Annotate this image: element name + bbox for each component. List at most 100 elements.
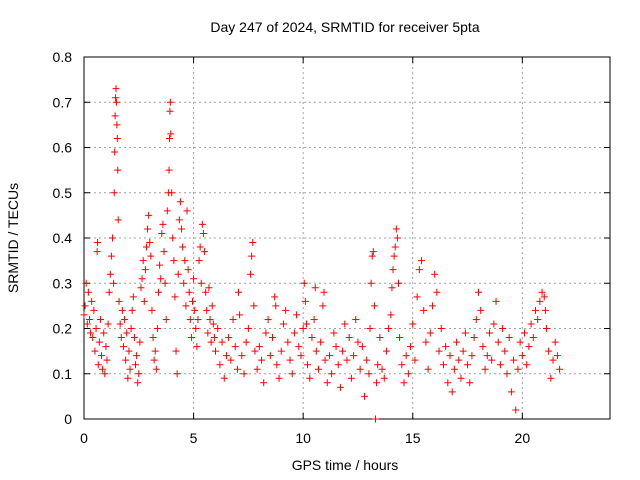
data-point [184, 266, 192, 274]
data-point [304, 361, 312, 369]
data-point [121, 315, 129, 323]
data-point [85, 315, 93, 323]
data-point [181, 257, 189, 265]
data-point [144, 225, 152, 233]
data-point [113, 121, 121, 129]
data-point [290, 329, 298, 337]
data-point [203, 306, 211, 314]
data-point [400, 379, 408, 387]
data-point [176, 198, 184, 206]
data-point [501, 347, 509, 355]
x-tick-label: 0 [80, 430, 88, 446]
data-point [431, 270, 439, 278]
x-tick-label: 10 [295, 430, 311, 446]
data-point [481, 365, 489, 373]
data-point [235, 288, 243, 296]
data-point [284, 338, 292, 346]
data-point [137, 284, 145, 292]
data-point [198, 220, 206, 228]
data-point [165, 166, 173, 174]
data-point [321, 356, 329, 364]
data-point [119, 343, 127, 351]
data-point [122, 356, 130, 364]
y-tick-label: 0.1 [53, 366, 73, 382]
data-point [188, 297, 196, 305]
data-point [159, 220, 167, 228]
x-tick-label: 15 [405, 430, 421, 446]
data-point [155, 288, 163, 296]
data-point [361, 392, 369, 400]
data-point [503, 370, 511, 378]
y-axis-label: SRMTID / TECUs [5, 183, 21, 293]
data-point [116, 320, 124, 328]
data-point [150, 356, 158, 364]
data-point [369, 248, 377, 256]
data-point [196, 243, 204, 251]
data-point [113, 134, 121, 142]
data-point [507, 388, 515, 396]
data-point [370, 302, 378, 310]
data-point [225, 334, 233, 342]
axis-ticks: 0 0.1 0.2 0.3 0.4 0.5 0.6 0.7 0.8 0 5 10 15 20 [53, 49, 610, 446]
data-point [149, 334, 157, 342]
data-point [439, 361, 447, 369]
data-point [233, 365, 241, 373]
data-point [128, 306, 136, 314]
data-point [345, 334, 353, 342]
data-point [262, 329, 270, 337]
data-point [391, 243, 399, 251]
data-point [104, 320, 112, 328]
data-point [551, 338, 559, 346]
data-point [81, 302, 89, 310]
data-point [216, 361, 224, 369]
data-point [146, 239, 154, 247]
data-point [306, 374, 314, 382]
data-point [117, 334, 125, 342]
data-point [112, 94, 120, 102]
data-point [194, 315, 202, 323]
data-point [201, 248, 209, 256]
data-point [240, 370, 248, 378]
data-point [95, 338, 103, 346]
data-point [94, 239, 102, 247]
data-point [339, 347, 347, 355]
data-point [91, 347, 99, 355]
data-point [127, 325, 135, 332]
data-point [268, 334, 276, 342]
data-point [277, 347, 285, 355]
data-point [105, 288, 113, 296]
data-point [413, 293, 421, 301]
data-point [374, 361, 382, 369]
data-point [395, 279, 403, 287]
data-point [93, 248, 101, 256]
data-point [162, 315, 170, 323]
data-point [310, 315, 318, 323]
data-point [428, 302, 436, 310]
data-point [204, 329, 212, 337]
data-point [455, 356, 463, 364]
y-tick-label: 0.5 [53, 185, 73, 201]
data-point [464, 361, 472, 369]
data-point [311, 284, 319, 292]
data-point [510, 356, 518, 364]
data-point [249, 239, 257, 247]
data-point [288, 370, 296, 378]
data-point [505, 334, 513, 342]
data-point [231, 343, 239, 351]
data-point [180, 279, 188, 287]
data-point [470, 334, 478, 342]
data-point [182, 302, 190, 310]
data-point [130, 334, 138, 342]
data-point [84, 288, 92, 296]
data-point [382, 347, 390, 355]
data-point [422, 338, 430, 346]
data-point [161, 279, 169, 287]
data-point [106, 270, 114, 278]
data-point [415, 266, 423, 274]
data-point [404, 370, 412, 378]
data-point [354, 338, 362, 346]
data-point [490, 320, 498, 328]
data-point [153, 325, 161, 332]
data-point [332, 343, 340, 351]
data-point [459, 347, 467, 355]
